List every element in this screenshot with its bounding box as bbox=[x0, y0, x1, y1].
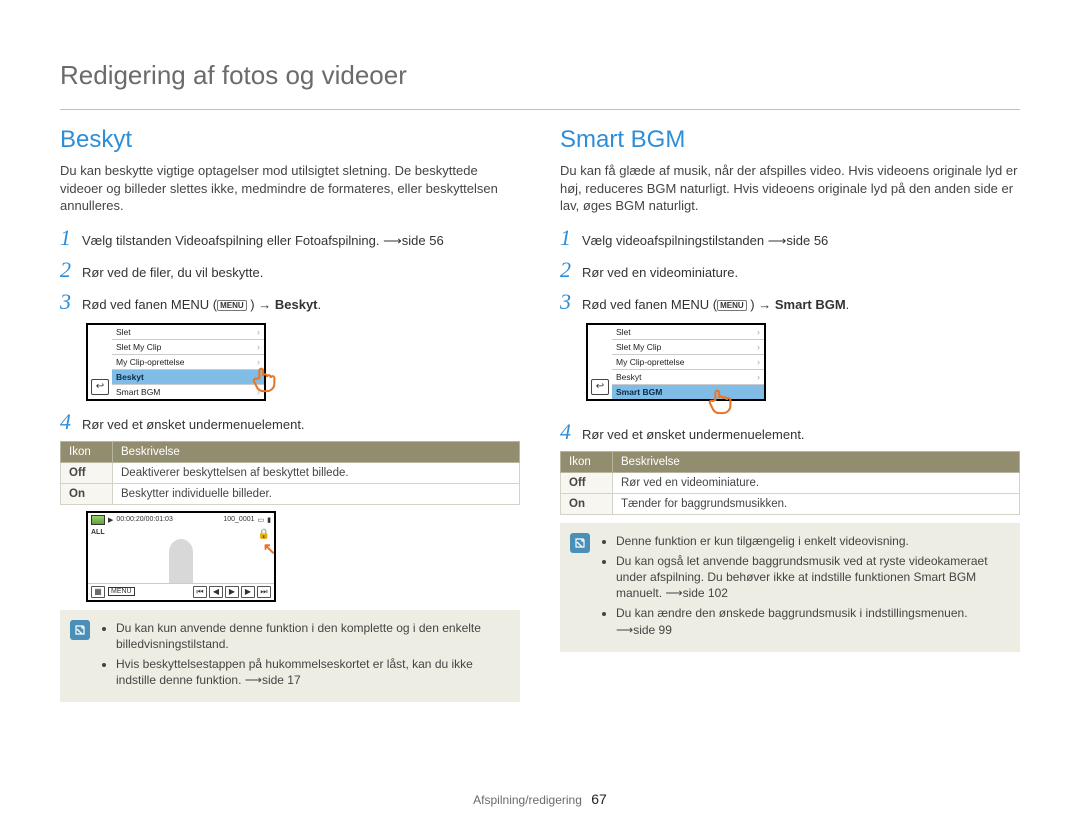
table-row: On Beskytter individuelle billeder. bbox=[61, 483, 520, 504]
touch-hand-icon bbox=[706, 385, 736, 415]
touch-hand-icon bbox=[250, 363, 280, 393]
table-row: Off Deaktiverer beskyttelsen af beskytte… bbox=[61, 462, 520, 483]
silhouette-icon bbox=[169, 539, 193, 583]
menu-label-icon: MENU bbox=[108, 587, 135, 596]
video-preview-shot: ▶ 00:00:20/00:01:03 100_0001 ▭ ▮ ALL 🔒 ↖… bbox=[86, 511, 276, 602]
menu-item: Slet› bbox=[112, 325, 264, 340]
note-icon bbox=[70, 620, 90, 640]
page-title: Redigering af fotos og videoer bbox=[60, 60, 1020, 91]
menu-screenshot-beskyt: ↩ Slet›Slet My Clip›My Clip-oprettelse›B… bbox=[86, 323, 266, 401]
col-beskyt: Beskyt Du kan beskytte vigtige optagelse… bbox=[60, 126, 520, 702]
menu-badge-icon: MENU bbox=[217, 300, 247, 312]
step-4: 4 Rør ved et ønsket undermenuelement. bbox=[560, 419, 1020, 445]
rew-icon: ◀ bbox=[209, 586, 223, 598]
chevron-right-icon: › bbox=[757, 372, 760, 382]
chevron-right-icon: › bbox=[257, 327, 260, 337]
options-table-smart-bgm: Ikon Beskrivelse Off Rør ved en videomin… bbox=[560, 451, 1020, 515]
thumb-icon bbox=[91, 515, 105, 525]
heading-beskyt: Beskyt bbox=[60, 126, 520, 154]
menu-item: Beskyt› bbox=[112, 370, 264, 385]
chevron-right-icon: › bbox=[757, 342, 760, 352]
menu-item: Slet› bbox=[612, 325, 764, 340]
play-icon: ▶ bbox=[108, 516, 113, 524]
chevron-right-icon: › bbox=[757, 387, 760, 397]
step-3: 3 Rød ved fanen MENU (MENU ) → Smart BGM… bbox=[560, 289, 1020, 315]
chevron-right-icon: › bbox=[757, 357, 760, 367]
menu-item: Beskyt› bbox=[612, 370, 764, 385]
grid-icon: ▦ bbox=[91, 586, 105, 598]
note-box-beskyt: Du kan kun anvende denne funktion i den … bbox=[60, 610, 520, 703]
table-row: Off Rør ved en videominiature. bbox=[561, 472, 1020, 493]
prev-icon: ⏮ bbox=[193, 586, 207, 598]
battery-icon: ▮ bbox=[267, 516, 271, 524]
intro-smart-bgm: Du kan få glæde af musik, når der afspil… bbox=[560, 162, 1020, 215]
intro-beskyt: Du kan beskytte vigtige optagelser mod u… bbox=[60, 162, 520, 215]
step-4: 4 Rør ved et ønsket undermenuelement. bbox=[60, 409, 520, 435]
note-box-smart-bgm: Denne funktion er kun tilgængelig i enke… bbox=[560, 523, 1020, 652]
pointer-arrow-icon: ↖ bbox=[263, 539, 276, 559]
menu-badge-icon: MENU bbox=[717, 300, 747, 312]
menu-item: Slet My Clip› bbox=[112, 340, 264, 355]
chevron-right-icon: › bbox=[757, 327, 760, 337]
card-icon: ▭ bbox=[258, 516, 265, 524]
menu-item: My Clip-oprettelse› bbox=[612, 355, 764, 370]
footer: Afspilning/redigering 67 bbox=[0, 791, 1080, 807]
chevron-right-icon: › bbox=[257, 342, 260, 352]
options-table-beskyt: Ikon Beskrivelse Off Deaktiverer beskytt… bbox=[60, 441, 520, 505]
back-icon: ↩ bbox=[591, 379, 609, 395]
note-icon bbox=[570, 533, 590, 553]
play-btn-icon: ▶ bbox=[225, 586, 239, 598]
back-icon: ↩ bbox=[91, 379, 109, 395]
col-smart-bgm: Smart BGM Du kan få glæde af musik, når … bbox=[560, 126, 1020, 702]
menu-screenshot-smart-bgm: ↩ Slet›Slet My Clip›My Clip-oprettelse›B… bbox=[586, 323, 766, 401]
menu-item: Smart BGM› bbox=[612, 385, 764, 399]
step-1: 1 Vælg tilstanden Videoafspilning eller … bbox=[60, 225, 520, 251]
table-row: On Tænder for baggrundsmusikken. bbox=[561, 493, 1020, 514]
step-3: 3 Rød ved fanen MENU (MENU ) → Beskyt. bbox=[60, 289, 520, 315]
next-icon: ⏭ bbox=[257, 586, 271, 598]
menu-item: Smart BGM› bbox=[112, 385, 264, 399]
columns: Beskyt Du kan beskytte vigtige optagelse… bbox=[60, 126, 1020, 702]
menu-item: Slet My Clip› bbox=[612, 340, 764, 355]
step-2: 2 Rør ved en videominiature. bbox=[560, 257, 1020, 283]
ffwd-icon: ▶ bbox=[241, 586, 255, 598]
divider bbox=[60, 109, 1020, 110]
menu-item: My Clip-oprettelse› bbox=[112, 355, 264, 370]
step-1: 1 Vælg videoafspilningstilstanden ⟶side … bbox=[560, 225, 1020, 251]
heading-smart-bgm: Smart BGM bbox=[560, 126, 1020, 154]
step-2: 2 Rør ved de filer, du vil beskytte. bbox=[60, 257, 520, 283]
